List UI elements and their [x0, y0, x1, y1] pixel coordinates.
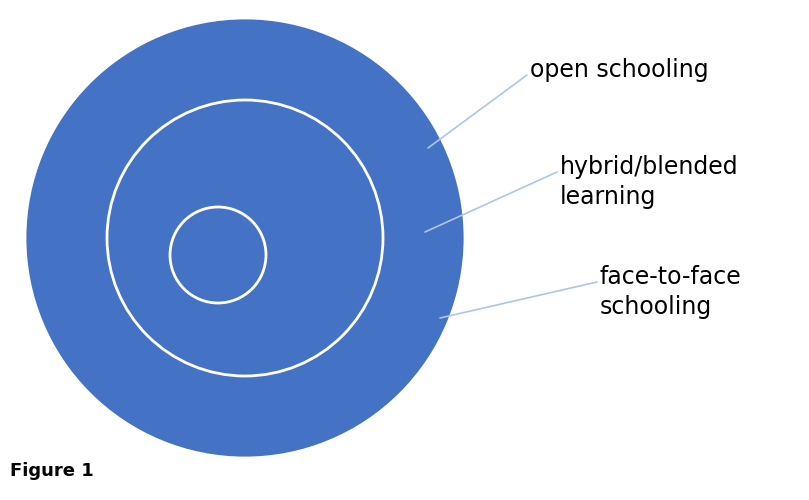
Text: Figure 1: Figure 1: [10, 462, 94, 480]
Text: open schooling: open schooling: [530, 58, 709, 82]
Circle shape: [170, 207, 266, 303]
Circle shape: [25, 18, 465, 458]
Circle shape: [107, 100, 383, 376]
Text: hybrid/blended
learning: hybrid/blended learning: [560, 155, 739, 208]
Text: face-to-face
schooling: face-to-face schooling: [600, 265, 742, 318]
